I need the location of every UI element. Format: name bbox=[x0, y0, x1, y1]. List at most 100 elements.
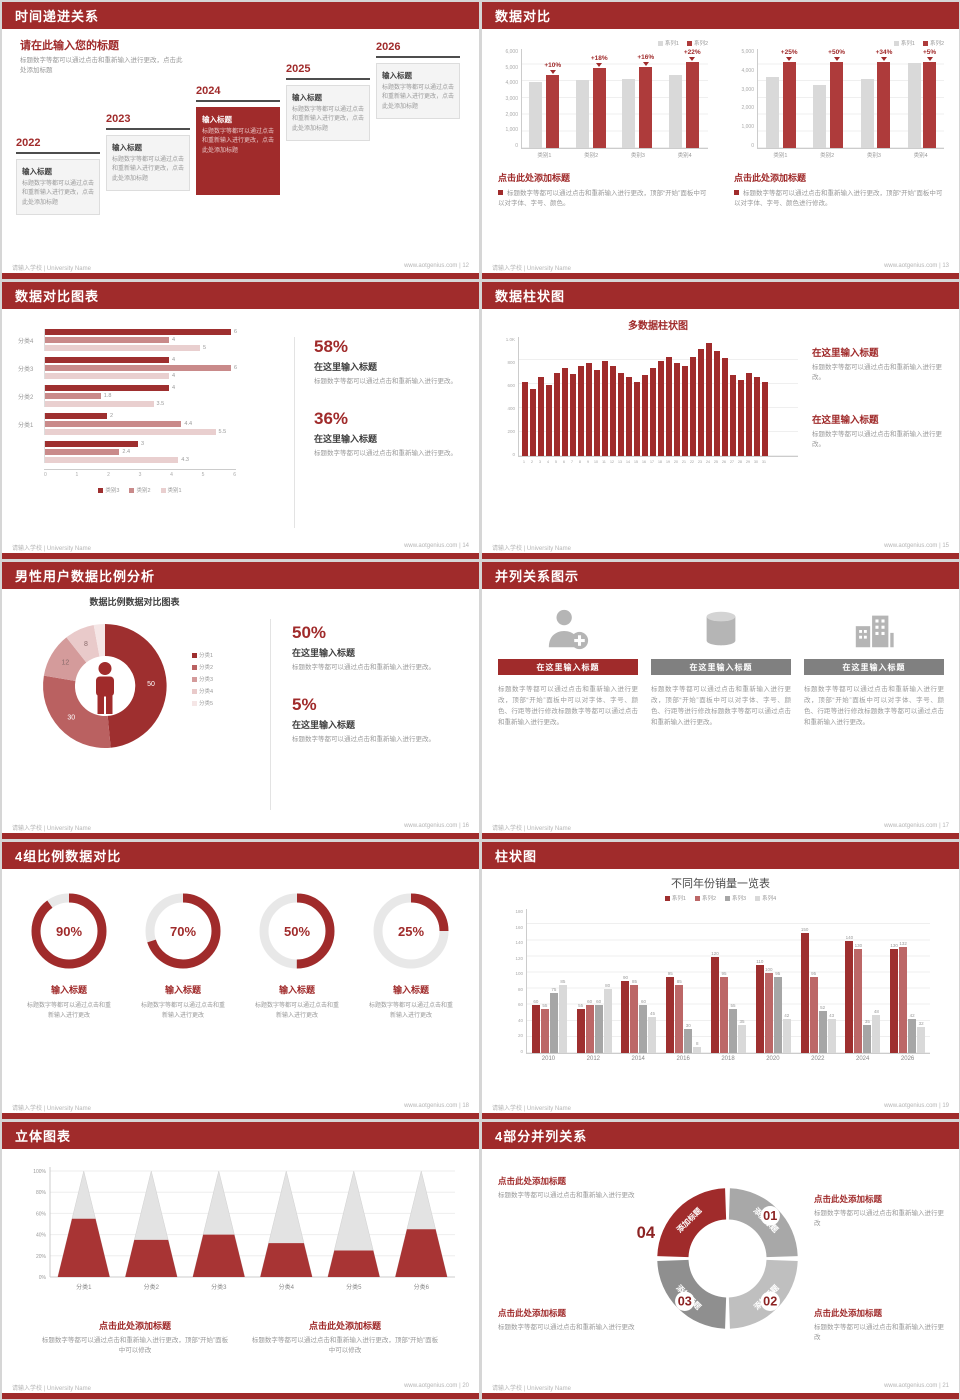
block-title: 点击此处添加标题 bbox=[814, 1194, 883, 1204]
wheel-number: 01 bbox=[763, 1209, 777, 1223]
horizontal-bar-chart: 分类4 6 4 5 分类3 4 6 4 分类2 4 1.8 3.5 分类1 2 4.4 5.5 3 2.4 4.3 … bbox=[18, 329, 274, 494]
text-block: 点击此处添加标题 标题数字等都可以通过点击和重新输入进行更改 bbox=[814, 1307, 946, 1344]
x-tick: 2010 bbox=[541, 1056, 556, 1062]
bar-value: 95 bbox=[667, 971, 673, 976]
compare-bar bbox=[923, 62, 937, 148]
timeline-item-text: 标题数字等都可以通过点击和重新输入进行更改，点击此处添加标题 bbox=[112, 157, 185, 182]
item: 3 2.4 4.3 bbox=[44, 441, 274, 463]
ring-text: 标题数字等都可以通过点击和重新输入进行更改 bbox=[254, 1003, 339, 1019]
x-tick: 16 bbox=[642, 460, 646, 464]
slide-19[interactable]: 柱状图 不同年份销量一览表 系列1 系列2 系列3 系列4 180 160 140 120 1… bbox=[482, 842, 959, 1119]
legend-label: 系列1 bbox=[664, 41, 679, 47]
bar bbox=[554, 372, 560, 456]
slide-21[interactable]: 4部分并列关系 添加标题添加标题添加标题添加标题01020304 点击此处添加标… bbox=[482, 1122, 959, 1399]
column-header: 在这里输入标题 bbox=[804, 659, 944, 675]
x-tick: 类别4 bbox=[913, 153, 928, 159]
bar bbox=[698, 348, 704, 456]
slide-footer: 请输入学校 | University Name www.aotgenius.co… bbox=[2, 823, 479, 832]
item bbox=[192, 652, 197, 658]
x-tick: 2012 bbox=[586, 1056, 601, 1062]
category-label: 分类2 bbox=[18, 394, 34, 401]
bar bbox=[558, 985, 567, 1053]
bar-value: 35 bbox=[739, 1019, 745, 1024]
section-heading: 请在此输入您的标题 bbox=[20, 40, 119, 52]
x-tick: 5 bbox=[555, 460, 557, 464]
divider bbox=[294, 337, 295, 528]
footer-site-page: www.aotgenius.com | 14 bbox=[404, 543, 469, 549]
x-tick: 8 bbox=[579, 460, 581, 464]
slide-18[interactable]: 4组比例数据对比 90% 输入标题 标题数字等都可以通过点击和重新输入进行更改 70%… bbox=[2, 842, 479, 1119]
slide-13[interactable]: 数据对比 系列1 系列2 6,000 5,000 4,000 3,000 2,000 1,00… bbox=[482, 2, 959, 279]
slide-20[interactable]: 立体图表 100% 80% 60% 40% 20% 0% 分类1 分类2 分类3 分类4 分类5 分类… bbox=[2, 1122, 479, 1399]
bar bbox=[818, 1011, 827, 1053]
bar bbox=[706, 342, 712, 456]
bar bbox=[722, 358, 728, 456]
stat-text: 标题数字等都可以通过点击和重新输入进行更改。 bbox=[812, 430, 942, 449]
series1-swatch bbox=[657, 40, 663, 46]
item: 30 bbox=[684, 909, 693, 1053]
legend-label: 类别2 bbox=[136, 488, 151, 494]
bar bbox=[45, 449, 120, 455]
bar bbox=[45, 441, 138, 447]
stat-block: 在这里输入标题 标题数字等都可以通过点击和重新输入进行更改。 bbox=[812, 412, 944, 451]
bar bbox=[594, 1005, 603, 1053]
bar-value: 4 bbox=[172, 373, 176, 379]
bar bbox=[714, 351, 720, 456]
bar-group: 130 132 42 32 bbox=[885, 909, 930, 1053]
segmented-wheel: 添加标题添加标题添加标题添加标题01020304 bbox=[637, 1188, 798, 1329]
timeline-box: 输入标题 标题数字等都可以通过点击和重新输入进行更改，点击此处添加标题 bbox=[106, 135, 190, 191]
bar bbox=[618, 372, 624, 456]
y-tick: 4,000 bbox=[741, 67, 754, 74]
chart-legend: 类别3 类别2 类别1 bbox=[44, 486, 236, 494]
slide-14[interactable]: 数据对比图表 分类4 6 4 5 分类3 4 6 4 分类2 4 1.8 3.5 分类1 2 4.4 5.5 3… bbox=[2, 282, 479, 559]
compare-bar bbox=[877, 62, 891, 148]
bar-group: +5% bbox=[907, 49, 937, 148]
slide-12[interactable]: 时间递进关系 请在此输入您的标题 标题数字等都可以通过点击和重新输入进行更改，点… bbox=[2, 2, 479, 279]
bar bbox=[658, 360, 664, 456]
x-tick: 21 bbox=[682, 460, 686, 464]
item: 4 bbox=[45, 385, 274, 391]
item: 2 bbox=[45, 413, 274, 419]
stat-title: 在这里输入标题 bbox=[314, 362, 378, 372]
cone-chart: 100% 80% 60% 40% 20% 0% 分类1 分类2 分类3 分类4 分类5 分类6 bbox=[33, 1167, 455, 1291]
block-title: 点击此处添加标题 bbox=[498, 1308, 567, 1318]
column-chart: 1.0K 800 600 400 200 0 bbox=[498, 337, 798, 457]
item: 35 bbox=[738, 909, 747, 1053]
series2-swatch bbox=[686, 40, 692, 46]
footer-site-page: www.aotgenius.com | 12 bbox=[404, 263, 469, 269]
bar bbox=[45, 401, 154, 407]
timeline-box: 输入标题 标题数字等都可以通过点击和重新输入进行更改，点击此处添加标题 bbox=[376, 63, 460, 119]
timeline-year: 2022 bbox=[16, 137, 41, 149]
x-tick: 17 bbox=[650, 460, 654, 464]
legend-label: 分类2 bbox=[199, 665, 214, 671]
bar-value: 52 bbox=[820, 1005, 826, 1011]
x-axis: 1 2 3 4 5 6 7 8 9 10 11 12 13 14 15 16 17 18 19 20 21 22 23 24 2… bbox=[518, 460, 798, 464]
legend-item: 系列1 bbox=[657, 39, 679, 47]
item: 4 1.8 3.5 bbox=[44, 385, 274, 407]
bar-value: 95 bbox=[721, 971, 727, 976]
slide-title: 立体图表 bbox=[15, 1129, 72, 1144]
footer-university: 请输入学校 | University Name bbox=[12, 1106, 91, 1112]
y-tick: 3,000 bbox=[505, 95, 518, 102]
bar-group: 分类1 2 4.4 5.5 bbox=[18, 413, 274, 435]
bar bbox=[585, 1005, 594, 1053]
compare-panel: 系列1 系列2 5,000 4,000 3,000 2,000 1,000 0 +25% +50%… bbox=[734, 39, 944, 210]
footer-university: 请输入学校 | University Name bbox=[492, 266, 571, 272]
bar-value: 85 bbox=[676, 979, 682, 984]
y-tick: 0 bbox=[520, 1048, 523, 1054]
slide-16[interactable]: 男性用户数据比例分析 数据比例数据对比图表 50 30 12 8 分类1 分类2 分类3 分… bbox=[2, 562, 479, 839]
bar bbox=[626, 377, 632, 456]
bar-group: 分类2 4 1.8 3.5 bbox=[18, 385, 274, 407]
bar bbox=[522, 382, 528, 456]
bar bbox=[872, 1014, 881, 1053]
bar-group: +25% bbox=[765, 49, 798, 148]
legend-label: 系列2 bbox=[929, 41, 944, 47]
item: +10% bbox=[544, 49, 561, 148]
bar bbox=[549, 993, 558, 1053]
bar-group: 3 2.4 4.3 bbox=[18, 441, 274, 463]
donut-chart: 50 30 12 8 bbox=[43, 623, 167, 748]
slide-17[interactable]: 并列关系图示 在这里输入标题 标题数字等都可以通过点击和重新输入进行更改，顶部“开… bbox=[482, 562, 959, 839]
item bbox=[755, 895, 761, 901]
bar-group: 150 95 52 43 bbox=[796, 909, 841, 1053]
